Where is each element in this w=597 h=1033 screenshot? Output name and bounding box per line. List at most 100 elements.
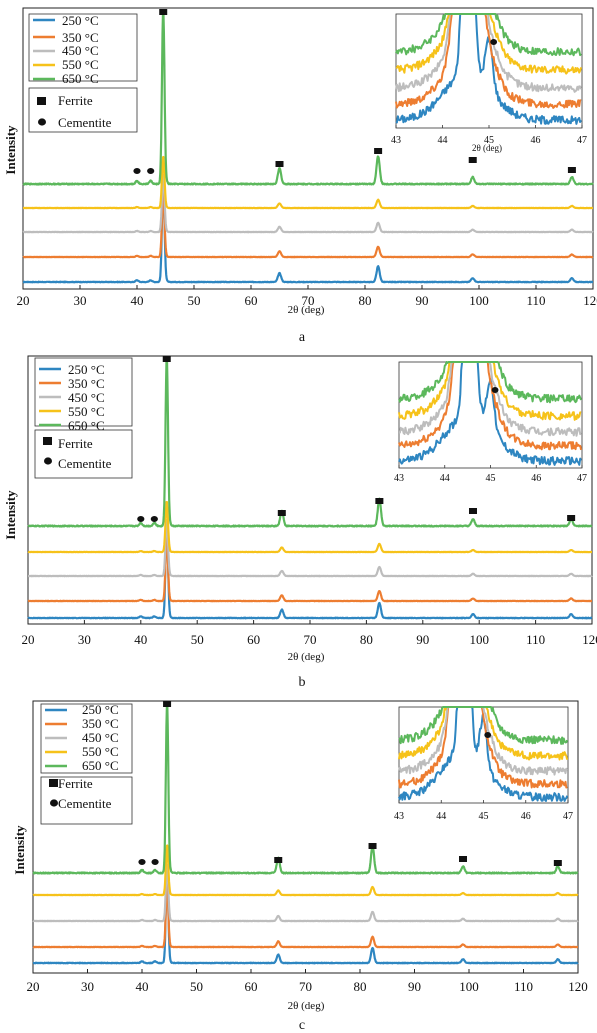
x-tick-label: 90 xyxy=(416,632,429,647)
x-tick-label: 100 xyxy=(459,979,479,994)
inset-series-s650 xyxy=(395,13,582,57)
legend-450: 450 °C xyxy=(82,730,119,745)
phase-legend-box xyxy=(28,87,138,133)
legend-650: 650 °C xyxy=(82,758,119,773)
inset-series-s650 xyxy=(398,706,569,745)
x-tick-label: 90 xyxy=(408,979,421,994)
inset-tick-label: 47 xyxy=(563,811,573,822)
x-tick-label: 70 xyxy=(302,293,315,308)
series-line-s550 xyxy=(32,844,579,897)
series-line-s450 xyxy=(32,863,579,923)
ferrite-marker xyxy=(374,148,383,154)
panel-label: b xyxy=(299,675,306,690)
inset-tick-label: 46 xyxy=(531,473,541,484)
inset-tick-label: 47 xyxy=(577,135,587,146)
x-tick-label: 30 xyxy=(74,293,87,308)
inset-tick-label: 44 xyxy=(436,811,446,822)
xrd-chart-b: Intensity 2θ (deg) b 20 30 40 50 60 70 80 90 100… xyxy=(3,355,597,690)
x-axis-label: 2θ (deg) xyxy=(288,1000,325,1012)
x-tick-label: 100 xyxy=(469,632,489,647)
legend-650: 650 °C xyxy=(68,418,105,433)
x-tick-label: 60 xyxy=(247,632,260,647)
legend-cementite: Cementite xyxy=(58,456,112,471)
legend-250: 250 °C xyxy=(82,702,119,717)
inset-tick-label: 45 xyxy=(486,473,496,484)
inset-tick-label: 46 xyxy=(521,811,531,822)
y-axis-label: Intensity xyxy=(3,125,18,175)
inset-tick-label: 45 xyxy=(479,811,489,822)
cementite-marker xyxy=(150,516,158,522)
ferrite-marker xyxy=(567,515,576,521)
legend-650: 650 °C xyxy=(62,71,99,86)
inset-series-s450 xyxy=(398,361,583,437)
cementite-marker xyxy=(137,516,145,522)
ferrite-marker xyxy=(274,857,283,863)
inset-series-s450 xyxy=(395,13,583,93)
ferrite-marker xyxy=(459,856,468,862)
series-line-s550 xyxy=(22,155,594,210)
x-axis-label: 2θ (deg) xyxy=(288,304,325,316)
x-tick-label: 40 xyxy=(134,632,147,647)
inset-series-s650 xyxy=(398,361,583,404)
x-tick-label: 70 xyxy=(299,979,312,994)
legend-450: 450 °C xyxy=(68,390,105,405)
x-tick-label: 100 xyxy=(469,293,489,308)
legend-250: 250 °C xyxy=(68,362,105,377)
ferrite-legend-icon xyxy=(43,437,52,445)
inset-tick-label: 45 xyxy=(484,135,494,146)
y-axis-label: Intensity xyxy=(12,825,27,875)
series-line-s350 xyxy=(22,192,594,259)
ferrite-marker xyxy=(468,508,477,514)
xrd-panel-a: Intensity 2θ (deg) a 20 30 40 50 60 70 80 90 100… xyxy=(0,0,597,345)
x-tick-label: 20 xyxy=(22,632,35,647)
inset-series-s350 xyxy=(398,706,568,789)
legend-350: 350 °C xyxy=(62,30,99,45)
series-line-s650 xyxy=(22,10,594,186)
inset-tick-label: 43 xyxy=(391,135,401,146)
legend-550: 550 °C xyxy=(62,57,99,72)
panel-label: a xyxy=(299,330,306,345)
ferrite-marker xyxy=(553,860,562,866)
xrd-chart-a: Intensity 2θ (deg) a 20 30 40 50 60 70 80 90 100… xyxy=(3,7,597,345)
x-tick-label: 40 xyxy=(136,979,149,994)
legend-350: 350 °C xyxy=(82,716,119,731)
x-tick-label: 80 xyxy=(360,632,373,647)
series-line-s250 xyxy=(22,184,594,284)
ferrite-legend-icon xyxy=(49,779,58,787)
legend-ferrite: Ferrite xyxy=(58,436,93,451)
x-tick-label: 50 xyxy=(191,632,204,647)
x-tick-label: 110 xyxy=(514,979,533,994)
series-line-s250 xyxy=(27,524,593,620)
ferrite-marker xyxy=(163,701,172,707)
cementite-legend-icon xyxy=(38,118,46,126)
legend-550: 550 °C xyxy=(68,404,105,419)
legend-box xyxy=(28,13,138,82)
legend-250: 250 °C xyxy=(62,13,99,28)
x-tick-label: 80 xyxy=(359,293,372,308)
series-line-s650 xyxy=(27,358,593,528)
x-tick-label: 40 xyxy=(131,293,144,308)
x-tick-label: 50 xyxy=(190,979,203,994)
inset-series-s350 xyxy=(395,13,582,109)
inset-tick-label: 44 xyxy=(440,473,450,484)
series-line-s250 xyxy=(32,869,579,965)
inset-series-s250 xyxy=(395,13,582,125)
x-tick-label: 50 xyxy=(188,293,201,308)
series-line-s450 xyxy=(27,518,593,578)
inset-tick-label: 44 xyxy=(438,135,448,146)
cementite-legend-icon xyxy=(50,799,58,807)
ferrite-marker xyxy=(277,510,286,516)
ferrite-marker xyxy=(567,167,576,173)
cementite-marker xyxy=(133,168,141,174)
legend-550: 550 °C xyxy=(82,744,119,759)
inset-x-label: 2θ (deg) xyxy=(472,143,502,153)
x-tick-label: 60 xyxy=(245,293,258,308)
legend-cementite: Cementite xyxy=(58,796,112,811)
x-tick-label: 120 xyxy=(568,979,588,994)
inset-tick-label: 47 xyxy=(577,473,587,484)
x-tick-label: 120 xyxy=(582,632,597,647)
ferrite-marker xyxy=(162,356,171,362)
x-tick-label: 70 xyxy=(304,632,317,647)
ferrite-marker xyxy=(375,498,384,504)
legend-ferrite: Ferrite xyxy=(58,93,93,108)
